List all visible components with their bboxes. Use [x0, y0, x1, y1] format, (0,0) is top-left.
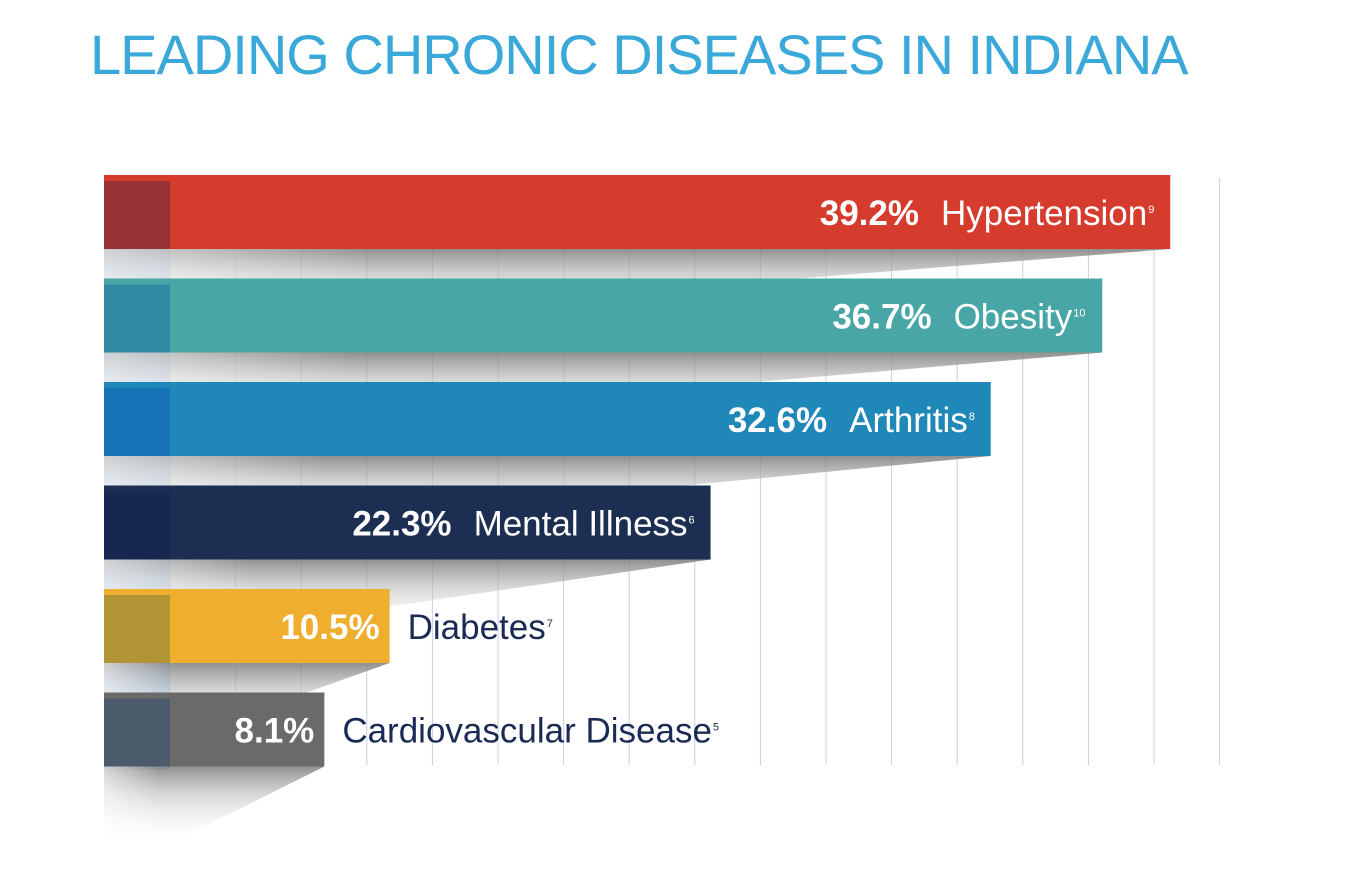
bar-edge [104, 698, 170, 767]
bar-edge [104, 181, 170, 249]
bars [104, 175, 1171, 767]
bar-top-lip [104, 589, 390, 593]
value-label: 32.6% [728, 401, 827, 440]
category-label: Mental Illness [474, 505, 688, 544]
bar-top-lip [104, 278, 1103, 283]
bar-top-lip [104, 175, 1171, 179]
bar-shadow-fade [104, 766, 325, 847]
footnote-marker: 10 [1073, 308, 1085, 320]
value-label: 22.3% [352, 505, 451, 544]
value-label: 36.7% [832, 298, 931, 337]
footnote-marker: 7 [547, 618, 553, 630]
footnote-marker: 9 [1148, 204, 1154, 216]
bar-arthritis [104, 382, 991, 456]
category-label: Cardiovascular Disease [342, 712, 712, 751]
footnote-marker: 8 [969, 411, 975, 423]
bar-edge [104, 388, 170, 456]
category-label: Obesity [954, 298, 1073, 337]
bar-hypertension [104, 175, 1171, 249]
bar-mental-illness [104, 485, 711, 560]
value-label: 39.2% [820, 194, 919, 233]
category-label: Arthritis [849, 401, 968, 440]
footnote-marker: 6 [689, 515, 695, 527]
chart-title: LEADING CHRONIC DISEASES IN INDIANA [90, 23, 1189, 86]
bar-top-lip [104, 692, 325, 697]
bar-edge [104, 491, 170, 560]
bar-obesity [104, 278, 1103, 353]
bar-labels: Hypertension 9 39.2% Obesity 10 36.7% Arthriti… [235, 194, 1155, 751]
value-label: 8.1% [235, 712, 315, 751]
bar-edge [104, 284, 170, 353]
footnote-marker: 5 [713, 722, 719, 734]
bar-top-lip [104, 485, 711, 490]
bar-edge [104, 595, 170, 663]
category-label: Hypertension [941, 194, 1147, 233]
bar-top-lip [104, 382, 991, 386]
category-label: Diabetes [408, 608, 546, 647]
value-label: 10.5% [280, 608, 379, 647]
